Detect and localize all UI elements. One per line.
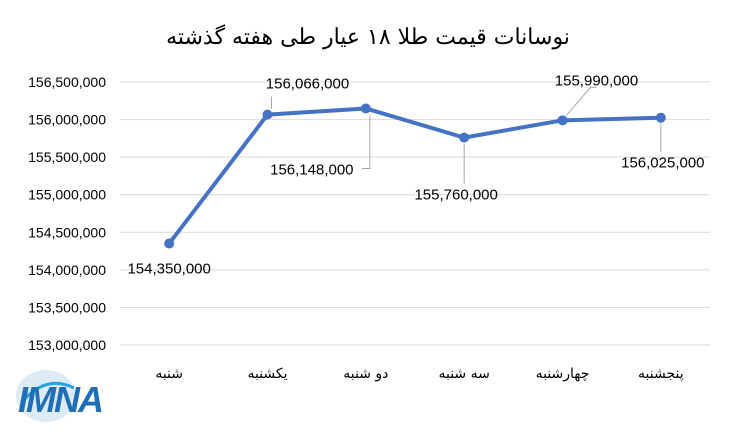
- data-point: [557, 115, 568, 126]
- x-tick-label: یکشنبه: [247, 366, 287, 382]
- chart-title: نوسانات قیمت طلا ۱۸ عیار طی هفته گذشته: [166, 24, 570, 50]
- data-labels: 154,350,000 156,066,000 156,148,000 155,760…: [127, 72, 704, 277]
- data-label: 156,148,000: [270, 161, 353, 178]
- x-tick-label: پنجشنبه: [638, 366, 684, 382]
- x-tick-label: دو شنبه: [343, 366, 388, 382]
- y-tick-label: 153,000,000: [28, 337, 106, 353]
- x-tick-label: سه شنبه: [438, 366, 489, 382]
- data-label: 156,066,000: [266, 76, 349, 93]
- data-point: [262, 109, 273, 120]
- data-point: [164, 238, 175, 249]
- data-label: 155,760,000: [414, 187, 497, 204]
- data-points: [164, 103, 666, 249]
- data-label-leader-lines: [271, 86, 662, 184]
- leader-line: [361, 115, 371, 169]
- y-tick-label: 156,000,000: [28, 112, 106, 128]
- y-tick-label: 153,500,000: [28, 299, 106, 315]
- data-label: 156,025,000: [621, 155, 704, 172]
- data-label: 155,990,000: [555, 72, 638, 89]
- data-point: [360, 103, 371, 114]
- y-tick-label: 155,000,000: [28, 187, 106, 203]
- data-point: [459, 132, 470, 143]
- imna-logo: IMNA: [16, 370, 104, 422]
- x-axis-tick-labels: شنبه یکشنبه دو شنبه سه شنبه چهارشنبه پنجشنبه: [155, 366, 683, 382]
- y-axis-tick-labels: 153,000,000 153,500,000 154,000,000 154,500…: [28, 74, 106, 353]
- x-tick-label: چهارشنبه: [536, 366, 590, 382]
- y-tick-label: 154,000,000: [28, 262, 106, 278]
- data-label: 154,350,000: [127, 261, 210, 278]
- x-tick-label: شنبه: [155, 366, 183, 382]
- logo-globe-icon: [16, 370, 76, 422]
- logo-text: IMNA: [18, 379, 102, 420]
- series-line: [167, 106, 663, 246]
- data-point: [655, 112, 666, 123]
- y-tick-label: 156,500,000: [28, 74, 106, 90]
- y-tick-label: 155,500,000: [28, 149, 106, 165]
- leader-line: [566, 86, 597, 116]
- y-tick-label: 154,500,000: [28, 224, 106, 240]
